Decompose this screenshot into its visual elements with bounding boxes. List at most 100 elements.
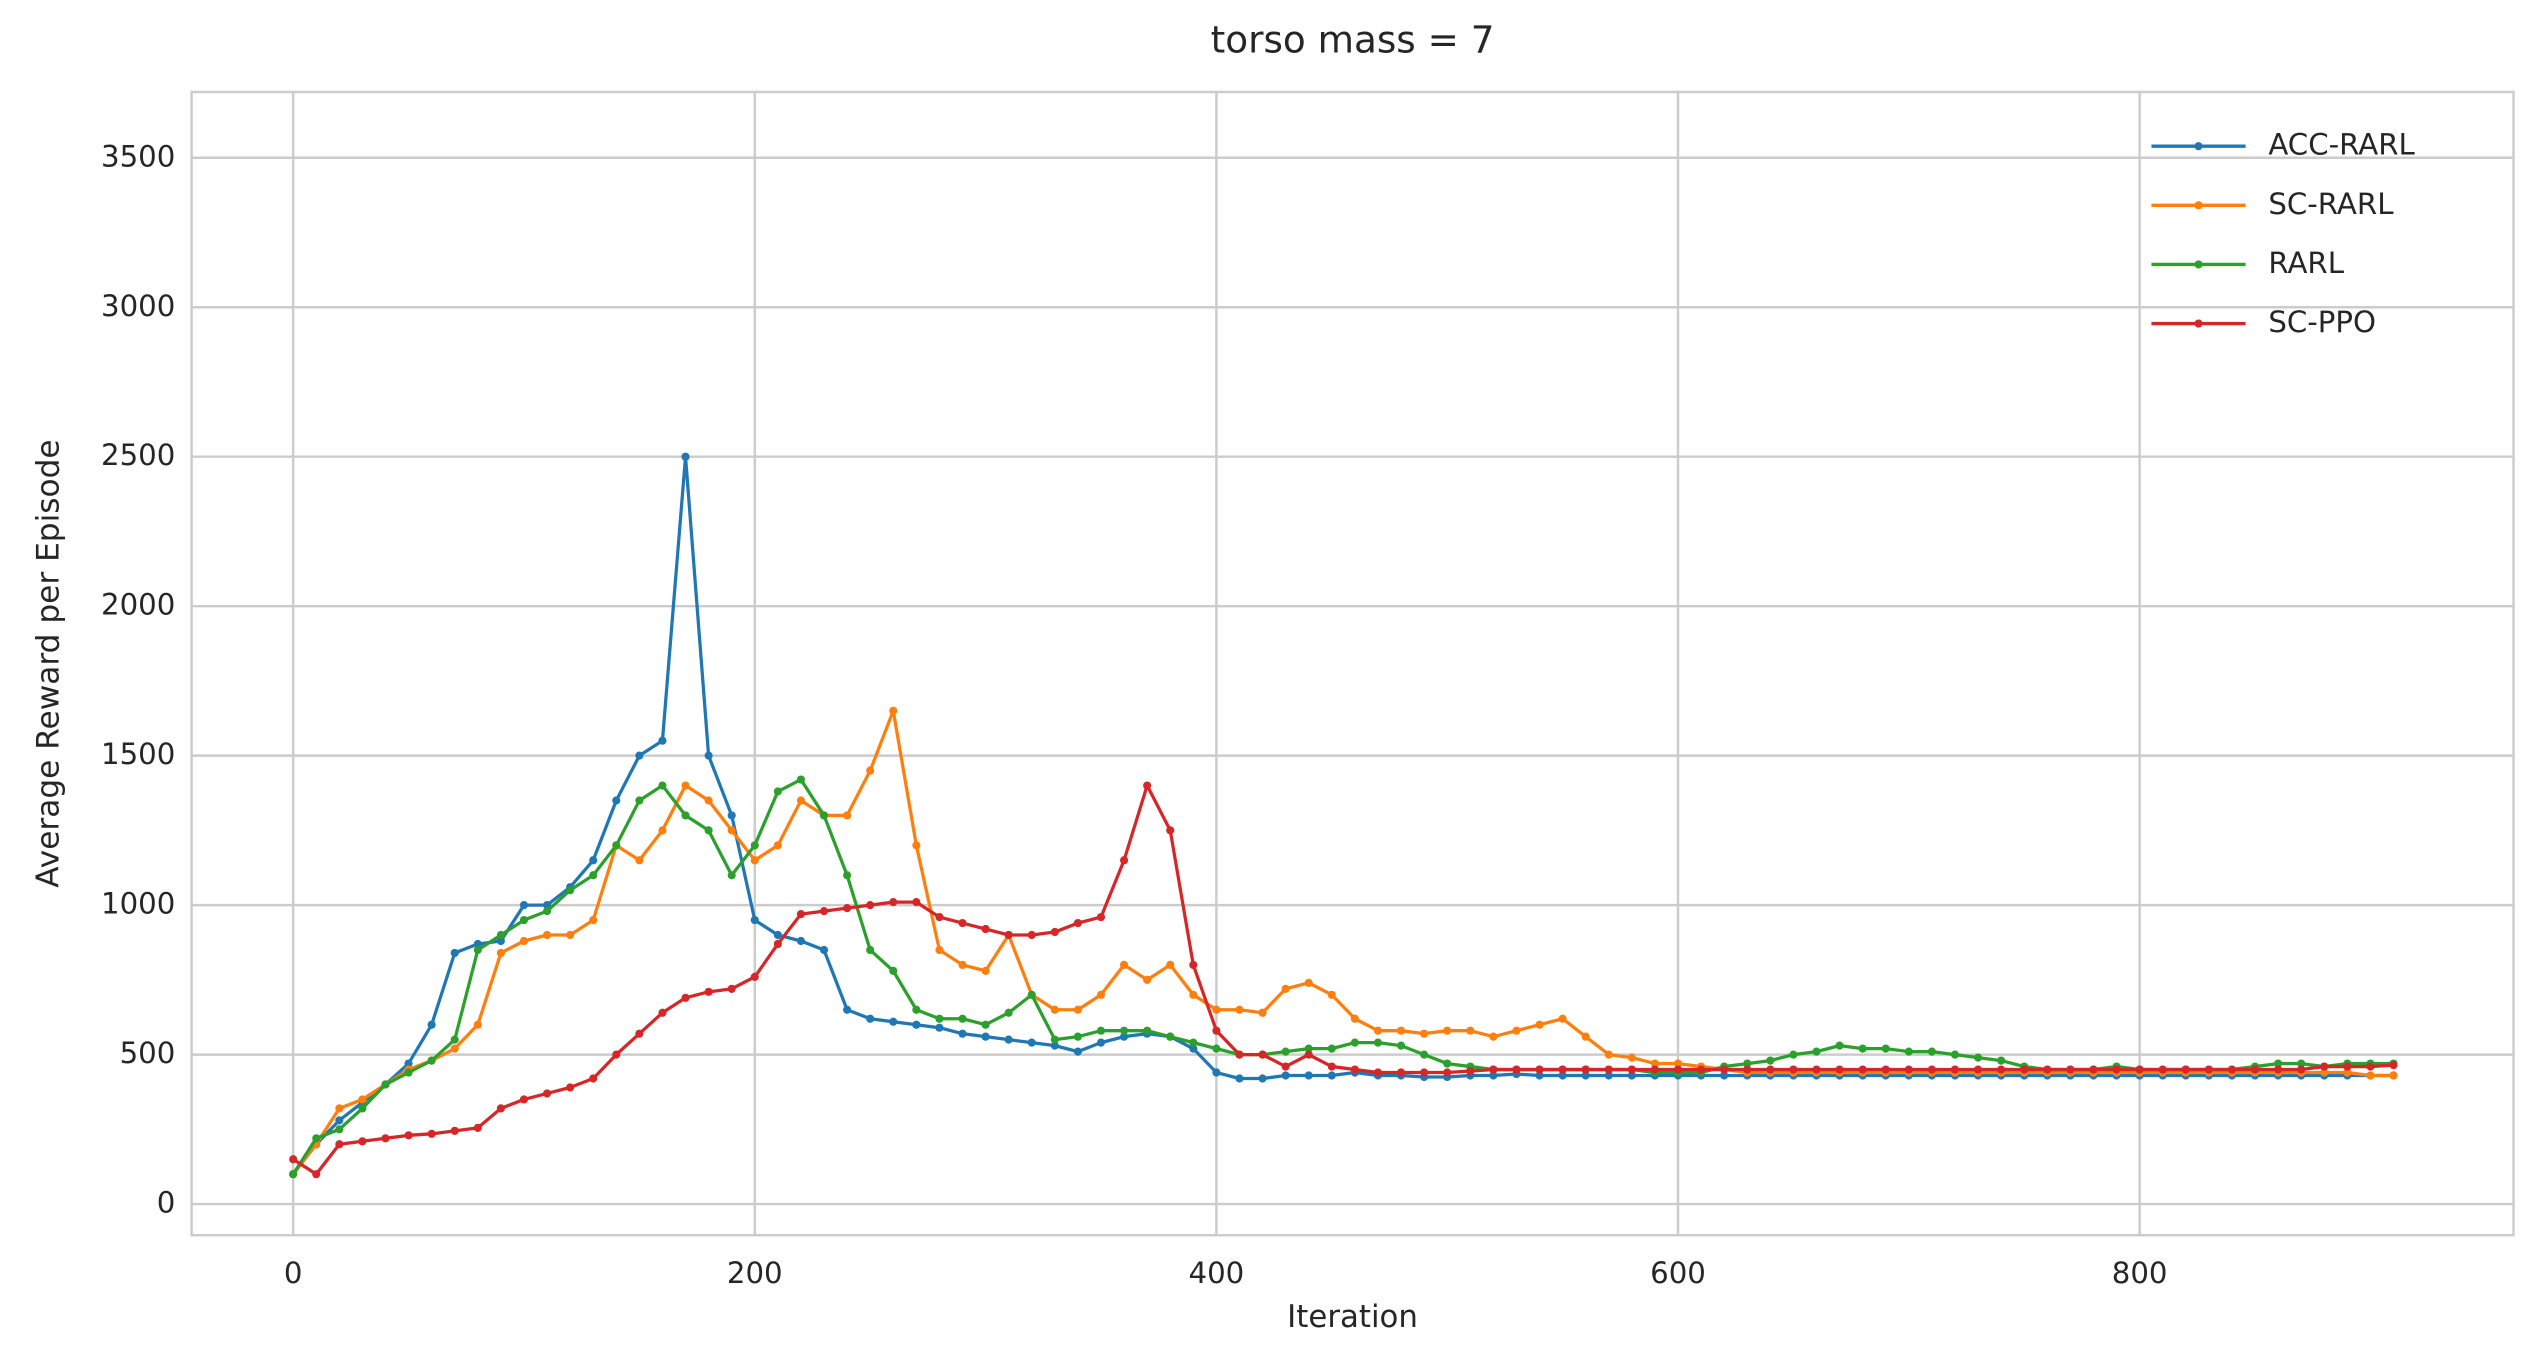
data-point — [1212, 1005, 1221, 1014]
data-point — [1420, 1050, 1429, 1059]
data-point — [635, 856, 644, 865]
data-point — [1950, 1065, 1960, 1074]
data-point — [958, 1029, 967, 1038]
data-point — [612, 1050, 621, 1059]
data-point — [1143, 781, 1152, 790]
data-point — [612, 796, 621, 805]
data-point — [727, 811, 736, 820]
data-point — [1189, 1038, 1198, 1047]
data-point — [1281, 984, 1290, 993]
data-point — [404, 1068, 413, 1077]
data-point — [796, 936, 805, 946]
data-point — [1004, 930, 1013, 940]
data-point — [2089, 1065, 2098, 1074]
data-point — [1396, 1068, 1406, 1077]
data-point — [542, 907, 552, 916]
data-point — [519, 936, 529, 946]
data-point — [843, 904, 852, 913]
legend-label: SC-PPO — [2268, 305, 2376, 339]
data-point — [2274, 1065, 2283, 1074]
data-point — [1143, 975, 1152, 984]
data-point — [727, 871, 736, 880]
data-point — [450, 1044, 459, 1053]
data-point — [450, 1035, 459, 1044]
data-point — [796, 775, 805, 784]
data-point — [1558, 1071, 1567, 1080]
data-point — [1789, 1065, 1798, 1074]
data-point — [1604, 1050, 1613, 1059]
data-point — [1396, 1041, 1406, 1050]
data-point — [496, 936, 505, 946]
data-point — [1512, 1065, 1521, 1074]
data-point — [589, 915, 598, 925]
data-point — [1004, 1008, 1013, 1017]
data-point — [1327, 1062, 1336, 1071]
data-point — [889, 898, 898, 907]
y-tick-label: 500 — [120, 1036, 176, 1070]
data-point — [1166, 826, 1175, 835]
x-tick-label: 800 — [2112, 1256, 2168, 1290]
data-point — [1720, 1065, 1729, 1074]
data-point — [1050, 1005, 1059, 1014]
data-point — [981, 1032, 990, 1041]
data-point — [635, 751, 644, 760]
x-tick-label: 400 — [1189, 1256, 1245, 1290]
data-point — [1235, 1074, 1244, 1083]
data-point — [1327, 990, 1336, 999]
data-point — [981, 1020, 990, 1029]
data-point — [1766, 1056, 1775, 1065]
data-point — [589, 1074, 598, 1083]
data-point — [1258, 1050, 1267, 1059]
data-point — [1235, 1005, 1244, 1014]
data-point — [1120, 856, 1129, 865]
data-point — [1073, 1047, 1082, 1056]
data-point — [427, 1020, 436, 1029]
data-point — [704, 987, 713, 996]
data-point — [358, 1095, 367, 1104]
data-point — [473, 945, 482, 955]
data-point — [958, 1014, 967, 1023]
data-point — [1558, 1065, 1567, 1074]
data-point — [1350, 1065, 1359, 1074]
data-point — [1304, 1050, 1313, 1059]
data-point — [450, 948, 459, 958]
data-point — [1373, 1026, 1383, 1035]
data-point — [2343, 1068, 2352, 1077]
data-point — [312, 1134, 321, 1143]
data-point — [404, 1059, 413, 1068]
data-point — [2020, 1065, 2029, 1074]
data-point — [1212, 1044, 1221, 1053]
data-point — [727, 826, 736, 835]
data-point — [612, 841, 621, 850]
data-point — [819, 811, 829, 820]
data-point — [2343, 1062, 2352, 1071]
data-point — [1466, 1026, 1475, 1035]
legend-label: SC-RARL — [2268, 187, 2394, 221]
data-point — [496, 1104, 505, 1113]
data-point — [912, 1005, 921, 1014]
data-point — [750, 972, 759, 981]
data-point — [1927, 1065, 1936, 1074]
data-point — [1581, 1065, 1590, 1074]
data-point — [473, 1123, 482, 1132]
data-point — [1950, 1050, 1960, 1059]
data-point — [1281, 1062, 1290, 1071]
data-point — [1973, 1053, 1983, 1062]
data-point — [1420, 1029, 1429, 1038]
data-point — [566, 886, 575, 895]
data-point — [1443, 1059, 1452, 1068]
data-point — [1835, 1041, 1844, 1050]
data-point — [1189, 1044, 1198, 1053]
data-point — [1512, 1026, 1521, 1035]
data-point — [1420, 1068, 1429, 1077]
data-point — [1697, 1065, 1706, 1074]
data-point — [427, 1129, 436, 1138]
data-point — [1812, 1065, 1821, 1074]
data-point — [589, 871, 598, 880]
data-point — [1027, 990, 1036, 999]
grid — [191, 91, 2514, 1236]
data-point — [1050, 1041, 1059, 1050]
data-point — [681, 781, 690, 790]
data-point — [1904, 1047, 1913, 1056]
data-point — [2112, 1065, 2121, 1074]
